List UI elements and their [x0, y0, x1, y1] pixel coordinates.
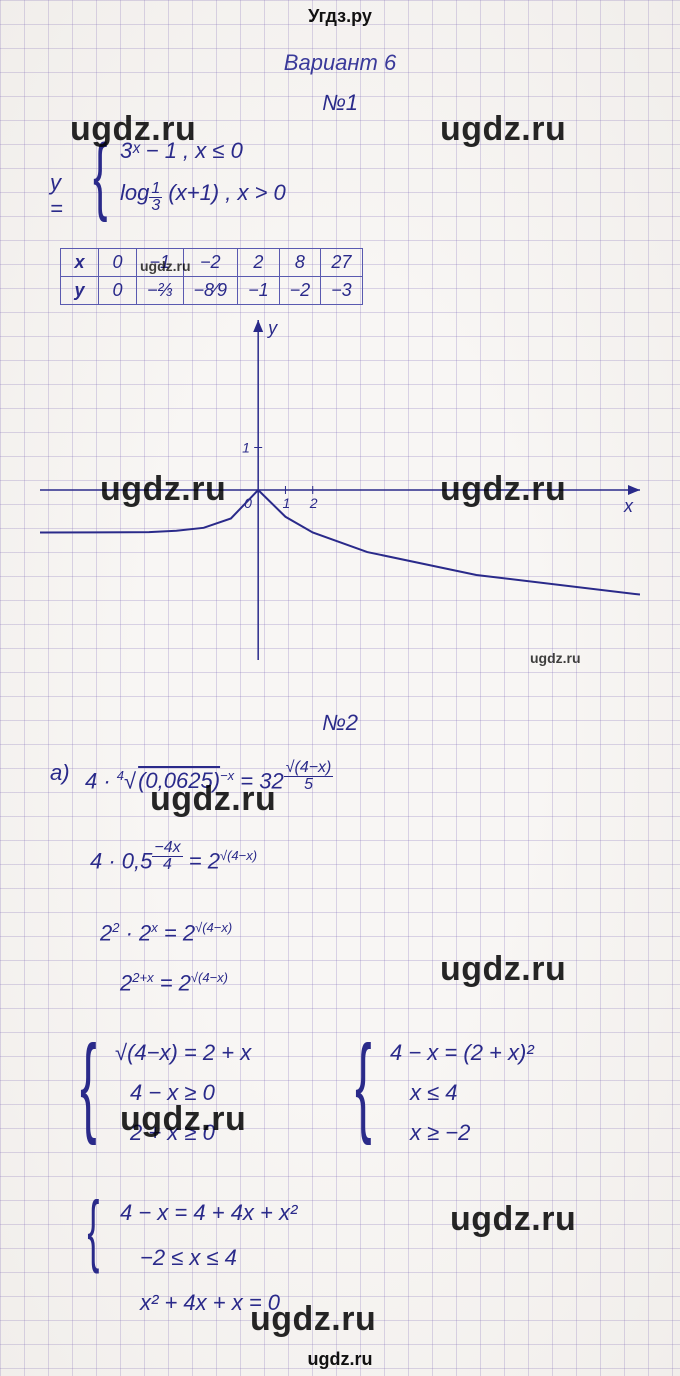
log-label: log: [120, 180, 149, 205]
variant-title: Вариант 6: [0, 50, 680, 76]
sys2-2: −2 ≤ x ≤ 4: [140, 1245, 237, 1271]
watermark: ugdz.ru: [440, 110, 566, 149]
svg-text:2: 2: [309, 495, 318, 511]
s: 2+x: [132, 970, 153, 985]
cell: 0: [99, 249, 137, 277]
sys-right-3: x ≥ −2: [410, 1120, 470, 1146]
watermark: ugdz.ru: [150, 780, 276, 819]
cell: 8: [279, 249, 321, 277]
p2-line-3: 22 · 2x = 2√(4−x): [100, 920, 232, 946]
system-brace-2: {: [87, 1190, 99, 1270]
piecewise-row-2: log13 (x+1) , x > 0: [120, 180, 286, 214]
t: = 2: [183, 848, 220, 873]
t: 4 · 0,5: [90, 848, 152, 873]
row-label-y: y: [61, 277, 99, 305]
t: 2: [120, 970, 132, 995]
t: = 2: [154, 970, 191, 995]
s: √(4−x): [195, 920, 232, 935]
t: 2: [100, 920, 112, 945]
n: −4x: [152, 840, 182, 857]
cell: −3: [321, 277, 363, 305]
watermark: ugdz.ru: [450, 1200, 576, 1239]
cell: −8⁄9: [183, 277, 238, 305]
d: 4: [152, 857, 182, 873]
problem-2-label: №2: [0, 710, 680, 736]
svg-text:1: 1: [242, 440, 250, 456]
watermark: ugdz.ru: [100, 470, 226, 509]
root-index: 4: [117, 768, 124, 783]
svg-text:x: x: [623, 496, 634, 516]
svg-text:1: 1: [282, 495, 290, 511]
site-footer: ugdz.ru: [0, 1349, 680, 1370]
value-table: x 0 −1 −2 2 8 27 y 0 −⅔ −8⁄9 −1 −2 −3: [60, 248, 363, 305]
sys2-1: 4 − x = 4 + 4x + x²: [120, 1200, 297, 1226]
d: 5: [284, 777, 334, 793]
p2-line-2: 4 · 0,5−4x4 = 2√(4−x): [90, 840, 257, 874]
watermark: ugdz.ru: [250, 1300, 376, 1339]
system-brace-right: {: [355, 1030, 372, 1140]
cell: −2: [183, 249, 238, 277]
system-brace-left: {: [80, 1030, 97, 1140]
cell: −1: [238, 277, 280, 305]
sys-right-1: 4 − x = (2 + x)²: [390, 1040, 534, 1066]
watermark: ugdz.ru: [70, 110, 196, 149]
s: √(4−x): [191, 970, 228, 985]
cell: 0: [99, 277, 137, 305]
site-header: Угдз.ру: [0, 6, 680, 27]
sys-left-1: √(4−x) = 2 + x: [115, 1040, 251, 1066]
sys-right-2: x ≤ 4: [410, 1080, 458, 1106]
piecewise-y: y =: [50, 170, 63, 222]
watermark: ugdz.ru: [120, 1100, 246, 1139]
t: = 2: [158, 920, 195, 945]
watermark: ugdz.ru: [440, 950, 566, 989]
exp: √(4−x): [220, 848, 257, 863]
svg-text:y: y: [266, 320, 278, 338]
log-base-den: 3: [149, 198, 162, 214]
log-base-num: 1: [149, 181, 162, 198]
cell: −2: [279, 277, 321, 305]
p2-part-label: a): [50, 760, 70, 786]
cell: 2: [238, 249, 280, 277]
table-row: x 0 −1 −2 2 8 27: [61, 249, 363, 277]
row-label-x: x: [61, 249, 99, 277]
t: · 2: [119, 920, 151, 945]
cell: 27: [321, 249, 363, 277]
watermark-small: ugdz.ru: [530, 650, 581, 666]
p2-line-4: 22+x = 2√(4−x): [120, 970, 228, 996]
n: √(4−x): [284, 760, 334, 777]
watermark: ugdz.ru: [440, 470, 566, 509]
cell: −⅔: [137, 277, 184, 305]
table-row: y 0 −⅔ −8⁄9 −1 −2 −3: [61, 277, 363, 305]
log-arg: (x+1) , x > 0: [168, 180, 285, 205]
watermark-small: ugdz.ru: [140, 258, 191, 274]
t: 4 ·: [85, 768, 117, 793]
